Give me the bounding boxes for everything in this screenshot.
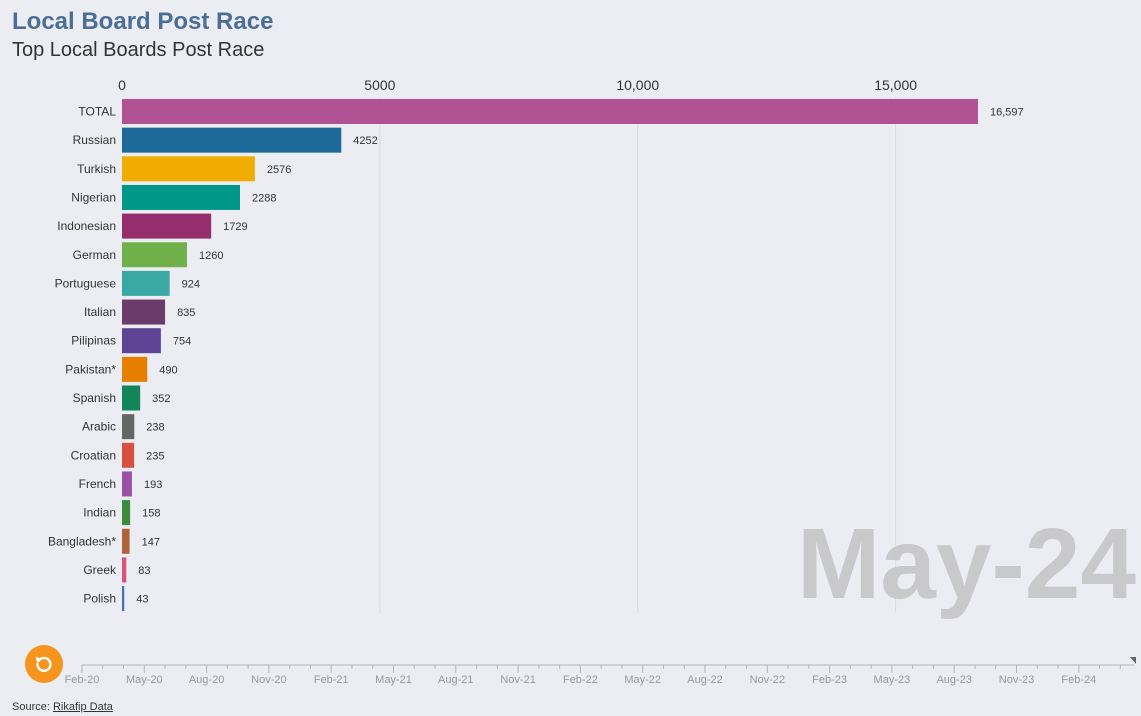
- timeline-label-6[interactable]: Aug-21: [438, 674, 473, 686]
- value-label-3: 2288: [252, 192, 276, 204]
- bar-12: [122, 442, 135, 468]
- value-label-4: 1729: [223, 221, 247, 233]
- value-label-8: 754: [173, 336, 191, 348]
- gridlines: [379, 97, 897, 613]
- category-label-17: Polish: [83, 592, 116, 606]
- timeline-label-11[interactable]: Nov-22: [750, 674, 785, 686]
- timeline-label-0[interactable]: Feb-20: [65, 674, 100, 686]
- x-tick-label-1: 5000: [364, 77, 395, 93]
- category-label-16: Greek: [83, 563, 117, 577]
- timeline-label-8[interactable]: Feb-22: [563, 674, 598, 686]
- source-note: Source: Rikafip Data: [12, 701, 113, 713]
- category-label-4: Indonesian: [57, 219, 116, 233]
- value-label-5: 1260: [199, 250, 223, 262]
- value-label-17: 43: [136, 594, 148, 606]
- timeline-label-15[interactable]: Nov-23: [999, 674, 1034, 686]
- value-label-12: 235: [146, 450, 164, 462]
- x-tick-label-0: 0: [118, 77, 126, 93]
- value-label-6: 924: [182, 278, 200, 290]
- replay-icon: [35, 656, 52, 672]
- category-label-14: Indian: [83, 506, 116, 520]
- value-label-1: 4252: [353, 135, 377, 147]
- value-label-2: 2576: [267, 164, 291, 176]
- bar-chart: 0 5000 10,000 15,000 May-24 TOTAL 16,597 Russ…: [48, 77, 1136, 620]
- current-date-watermark: May-24: [797, 508, 1136, 620]
- category-label-9: Pakistan*: [65, 362, 116, 376]
- timeline-ticks: Feb-20 May-20 Aug-20 Nov-20 Feb-21 May-21 Aug-…: [65, 665, 1121, 686]
- category-label-6: Portuguese: [55, 276, 117, 290]
- category-label-15: Bangladesh*: [48, 534, 116, 548]
- value-label-9: 490: [159, 364, 177, 376]
- category-label-5: German: [73, 248, 116, 262]
- timeline-label-12[interactable]: Feb-23: [812, 674, 847, 686]
- bar-6: [122, 270, 170, 296]
- bar-9: [122, 356, 148, 382]
- timeline-label-14[interactable]: Aug-23: [936, 674, 971, 686]
- bar-0: [122, 99, 978, 124]
- bar-4: [122, 213, 212, 239]
- value-label-10: 352: [152, 393, 170, 405]
- bar-8: [122, 328, 161, 354]
- value-label-0: 16,597: [990, 107, 1024, 119]
- timeline-label-2[interactable]: Aug-20: [189, 674, 224, 686]
- x-tick-label-3: 15,000: [874, 77, 917, 93]
- category-label-2: Turkish: [77, 162, 116, 176]
- value-label-11: 238: [146, 422, 164, 434]
- category-label-3: Nigerian: [71, 190, 116, 204]
- timeline-label-9[interactable]: May-22: [624, 674, 661, 686]
- x-axis: 0 5000 10,000 15,000: [118, 77, 917, 93]
- bar-14: [122, 500, 131, 526]
- bar-16: [122, 557, 127, 583]
- value-label-13: 193: [144, 479, 162, 491]
- chart-title: Local Board Post Race: [12, 8, 274, 35]
- value-label-7: 835: [177, 307, 195, 319]
- timeline-label-7[interactable]: Nov-21: [500, 674, 535, 686]
- bar-10: [122, 385, 141, 411]
- bar-7: [122, 299, 166, 325]
- timeline-label-10[interactable]: Aug-22: [687, 674, 722, 686]
- value-label-15: 147: [142, 536, 160, 548]
- timeline-label-1[interactable]: May-20: [126, 674, 163, 686]
- bar-1: [122, 127, 342, 153]
- timeline-slider[interactable]: Feb-20 May-20 Aug-20 Nov-20 Feb-21 May-21 Aug-…: [0, 655, 1141, 695]
- value-label-16: 83: [138, 565, 150, 577]
- source-prefix: Source:: [12, 701, 53, 713]
- category-label-12: Croatian: [71, 448, 116, 462]
- category-label-1: Russian: [73, 133, 116, 147]
- bars: TOTAL 16,597 Russian 4252 Turkish 2576 Nigeria…: [48, 99, 1024, 612]
- category-label-10: Spanish: [73, 391, 116, 405]
- timeline-label-4[interactable]: Feb-21: [314, 674, 349, 686]
- bar-11: [122, 414, 135, 440]
- chart-subtitle: Top Local Boards Post Race: [12, 39, 265, 61]
- timeline-label-5[interactable]: May-21: [375, 674, 412, 686]
- bar-3: [122, 184, 241, 210]
- bar-2: [122, 156, 255, 182]
- bar-5: [122, 242, 187, 268]
- x-tick-label-2: 10,000: [616, 77, 659, 93]
- bar-15: [122, 528, 130, 554]
- category-label-13: French: [79, 477, 116, 491]
- replay-button[interactable]: [25, 645, 63, 683]
- category-label-11: Arabic: [82, 420, 116, 434]
- bar-17: [122, 586, 125, 612]
- source-link[interactable]: Rikafip Data: [52, 701, 113, 713]
- category-label-0: TOTAL: [78, 105, 116, 119]
- value-label-14: 158: [142, 508, 160, 520]
- category-label-8: Pilipinas: [71, 334, 116, 348]
- timeline-handle[interactable]: [1130, 657, 1136, 664]
- timeline-label-13[interactable]: May-23: [874, 674, 911, 686]
- timeline-label-16[interactable]: Feb-24: [1061, 674, 1096, 686]
- timeline-label-3[interactable]: Nov-20: [251, 674, 286, 686]
- category-label-7: Italian: [84, 305, 116, 319]
- bar-13: [122, 471, 132, 497]
